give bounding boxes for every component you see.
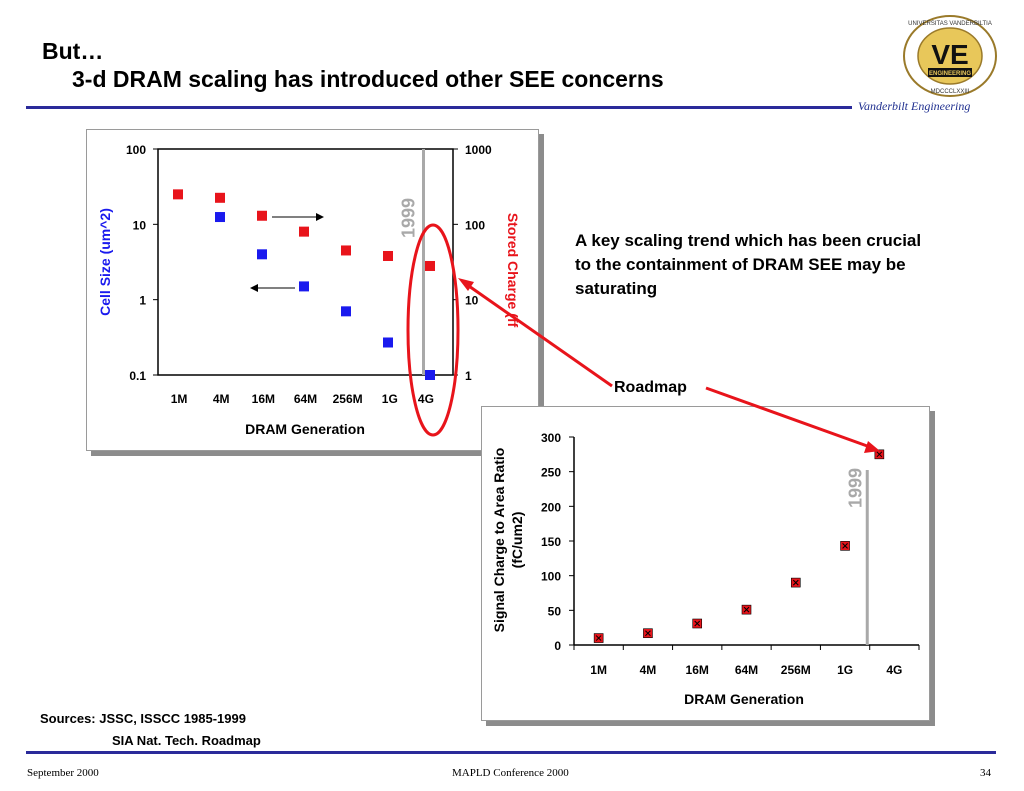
chart2-panel: [481, 406, 930, 721]
scaling-note: A key scaling trend which has been cruci…: [575, 231, 922, 298]
chart2-y-tick-label: 0: [554, 639, 561, 653]
vanderbilt-seal-logo: VE ENGINEERING UNIVERSITAS VANDERBILTIA …: [903, 15, 997, 97]
chart2-point-cross: [792, 579, 799, 586]
chart1-x-tick-label: 16M: [252, 392, 275, 406]
chart1-right-tick-label: 100: [465, 218, 485, 232]
chart2-x-tick-label: 1M: [590, 663, 607, 677]
chart2-y-tick-label: 150: [541, 535, 561, 549]
chart1-red-point: [299, 226, 309, 237]
chart1-red-point: [383, 250, 393, 261]
chart1-right-tick-label: 1: [465, 369, 472, 383]
logo-text-top: UNIVERSITAS VANDERBILTIA: [908, 21, 992, 27]
chart1-blue-point: [299, 281, 309, 292]
roadmap-arrow-to-chart2: [705, 386, 871, 449]
chart1-x-tick-label: 4G: [418, 392, 434, 406]
chart2-point-cross: [694, 620, 701, 627]
chart1-x-axis-label: DRAM Generation: [245, 421, 365, 437]
chart2-y-axis-label-line1: Signal Charge to Area Ratio: [491, 448, 507, 633]
chart1-left-arrowhead: [250, 284, 258, 292]
slide-title-line2: 3-d DRAM scaling has introduced other SE…: [72, 66, 664, 92]
footer-date: September 2000: [27, 767, 99, 779]
chart1-x-tick-label: 1G: [382, 392, 398, 406]
logo-letters: VE: [931, 39, 968, 70]
logo-banner-band: [928, 68, 972, 77]
chart2-y-tick-label: 300: [541, 431, 561, 445]
bottom-rule: [26, 751, 996, 754]
chart1-red-point: [215, 192, 225, 203]
chart1-1999-label: 1999: [399, 198, 419, 238]
chart1-red-point: [173, 189, 183, 200]
chart2-x-tick-label: 1G: [837, 663, 853, 677]
chart1-blue-point: [383, 337, 393, 348]
logo-banner-text: ENGINEERING: [929, 71, 971, 77]
chart1-left-tick-label: 10: [133, 218, 147, 232]
chart1-right-tick-label: 1000: [465, 143, 492, 157]
chart1-x-tick-label: 256M: [333, 392, 363, 406]
chart2-y-axis-label-line2: (fC/um2): [509, 512, 525, 569]
chart2-point-cross: [595, 635, 602, 641]
chart1-blue-point: [257, 249, 267, 260]
chart2-point-cross: [743, 606, 750, 613]
chart2-y-tick-label: 250: [541, 466, 561, 480]
chart2-x-axis-label: DRAM Generation: [684, 691, 804, 707]
brand-text: Vanderbilt Engineering: [858, 99, 971, 113]
chart1-y2-axis-label: Stored Charge (ff: [505, 213, 521, 328]
slide-title-line1: But…: [42, 38, 104, 64]
chart2-x-tick-label: 64M: [735, 663, 758, 677]
chart1-left-tick-label: 1: [139, 294, 146, 308]
roadmap-label: Roadmap: [614, 379, 687, 396]
chart2-y-tick-label: 200: [541, 500, 561, 514]
page-number: 34: [980, 767, 991, 779]
chart2-point-cross: [842, 542, 848, 549]
chart1-right-arrowhead: [316, 213, 324, 221]
chart1-red-point: [341, 245, 351, 256]
chart1-red-point: [425, 260, 435, 271]
chart1-red-point: [257, 210, 267, 221]
chart1-y-axis-label: Cell Size (um^2): [97, 208, 113, 316]
chart2-x-tick-label: 4M: [640, 663, 657, 677]
chart1-panel: [86, 129, 539, 451]
chart1-blue-point: [425, 370, 435, 380]
chart1-x-tick-label: 4M: [213, 392, 230, 406]
sources-line2: SIA Nat. Tech. Roadmap: [112, 733, 261, 748]
roadmap-arrowhead-chart1: [458, 278, 474, 291]
chart1-blue-point: [215, 212, 225, 223]
chart2-1999-label: 1999: [845, 468, 865, 508]
chart1-blue-point: [341, 306, 351, 317]
chart2-x-tick-label: 16M: [686, 663, 709, 677]
chart1-left-tick-label: 100: [126, 143, 146, 157]
chart1-x-tick-label: 1M: [171, 392, 188, 406]
chart1-right-tick-label: 10: [465, 294, 479, 308]
chart1-x-tick-label: 64M: [294, 392, 317, 406]
chart2-point-cross: [876, 451, 883, 458]
chart1-highlight-ellipse: [406, 223, 460, 437]
chart2-point-cross: [645, 630, 651, 637]
top-rule: [26, 106, 852, 109]
chart2-x-tick-label: 256M: [781, 663, 811, 677]
footer-conference: MAPLD Conference 2000: [452, 767, 569, 779]
chart2-y-tick-label: 50: [548, 604, 562, 618]
logo-text-bottom: MDCCCLXXIII: [931, 89, 970, 95]
chart2-y-tick-label: 100: [541, 570, 561, 584]
roadmap-arrow-to-chart1: [465, 282, 613, 388]
sources-line1: Sources: JSSC, ISSCC 1985-1999: [40, 711, 246, 726]
chart1-left-tick-label: 0.1: [129, 369, 146, 383]
roadmap-arrowhead-chart2: [864, 441, 880, 453]
chart2-x-tick-label: 4G: [886, 663, 902, 677]
